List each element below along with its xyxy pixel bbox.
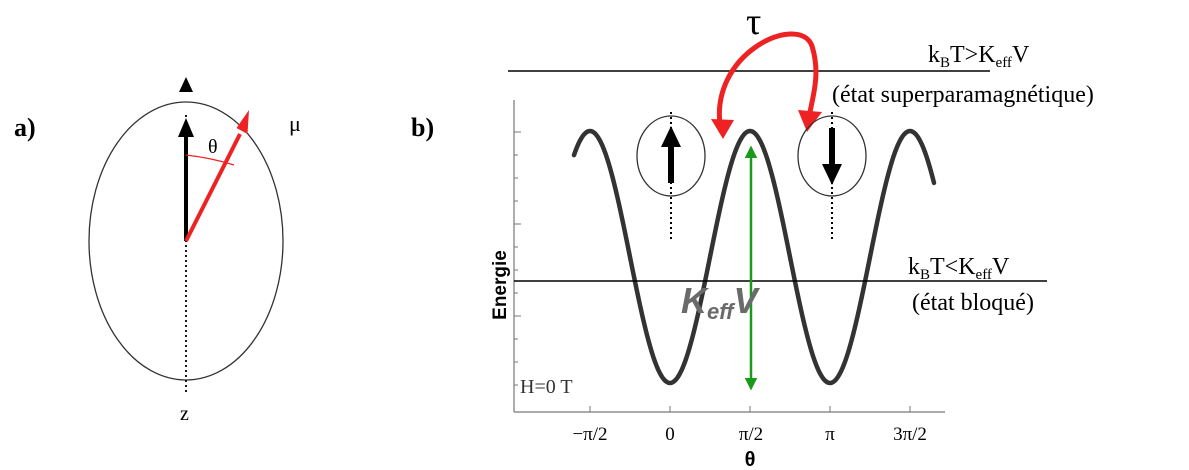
x-tick-label-pi-half: π/2: [739, 424, 763, 445]
panel-a-label: a): [14, 113, 36, 142]
y-axis-title: Energie: [490, 250, 511, 320]
superparamagnetic-condition: kBT>KeffV: [928, 42, 1030, 71]
tau-arrowhead-right: [798, 110, 822, 132]
y-axis-ticks: [514, 131, 521, 386]
x-axis-title: θ: [745, 449, 756, 470]
blocked-condition: kBT<KeffV: [908, 254, 1010, 283]
z-label: z: [180, 403, 189, 425]
x-tick-label-zero: 0: [665, 424, 675, 445]
angle-arc: [185, 154, 235, 166]
x-tick-label-three-pi-half: 3π/2: [893, 424, 927, 445]
x-tick-label-pi: π: [825, 424, 835, 445]
magnetic-moment-arrow: [184, 133, 242, 242]
field-label: H=0 T: [520, 376, 573, 398]
easy-axis-arrowhead: [178, 118, 194, 137]
tau-label: τ: [746, 1, 761, 43]
z-axis-arrowhead: [179, 77, 193, 92]
energy-barrier-label: KeffV: [681, 280, 761, 324]
mu-label: μ: [289, 111, 301, 136]
tau-switching-arrow-curve: [716, 31, 819, 134]
tau-arrowhead-left: [711, 119, 734, 139]
particle-left-outline: [636, 115, 706, 197]
superparamagnetic-state-label: (état superparamagnétique): [832, 82, 1094, 108]
panel-a: a) θ μ z: [14, 77, 301, 425]
particle-right-moment-arrowhead: [822, 164, 842, 185]
magnetic-moment-arrowhead: [236, 110, 249, 134]
panel-b-label: b): [411, 113, 434, 142]
panel-b: b) −π/2 0 π/2 π 3π/2 θ Energie kBT>KeffV…: [411, 1, 1094, 470]
x-axis-ticks: [589, 406, 911, 412]
theta-label: θ: [208, 136, 218, 158]
particle-right-outline: [797, 115, 867, 197]
particle-left-moment-arrowhead: [661, 126, 681, 147]
energy-curve: [571, 128, 937, 386]
x-tick-label-minus-pi-half: −π/2: [572, 424, 607, 445]
blocked-state-label: (état bloqué): [912, 290, 1034, 316]
